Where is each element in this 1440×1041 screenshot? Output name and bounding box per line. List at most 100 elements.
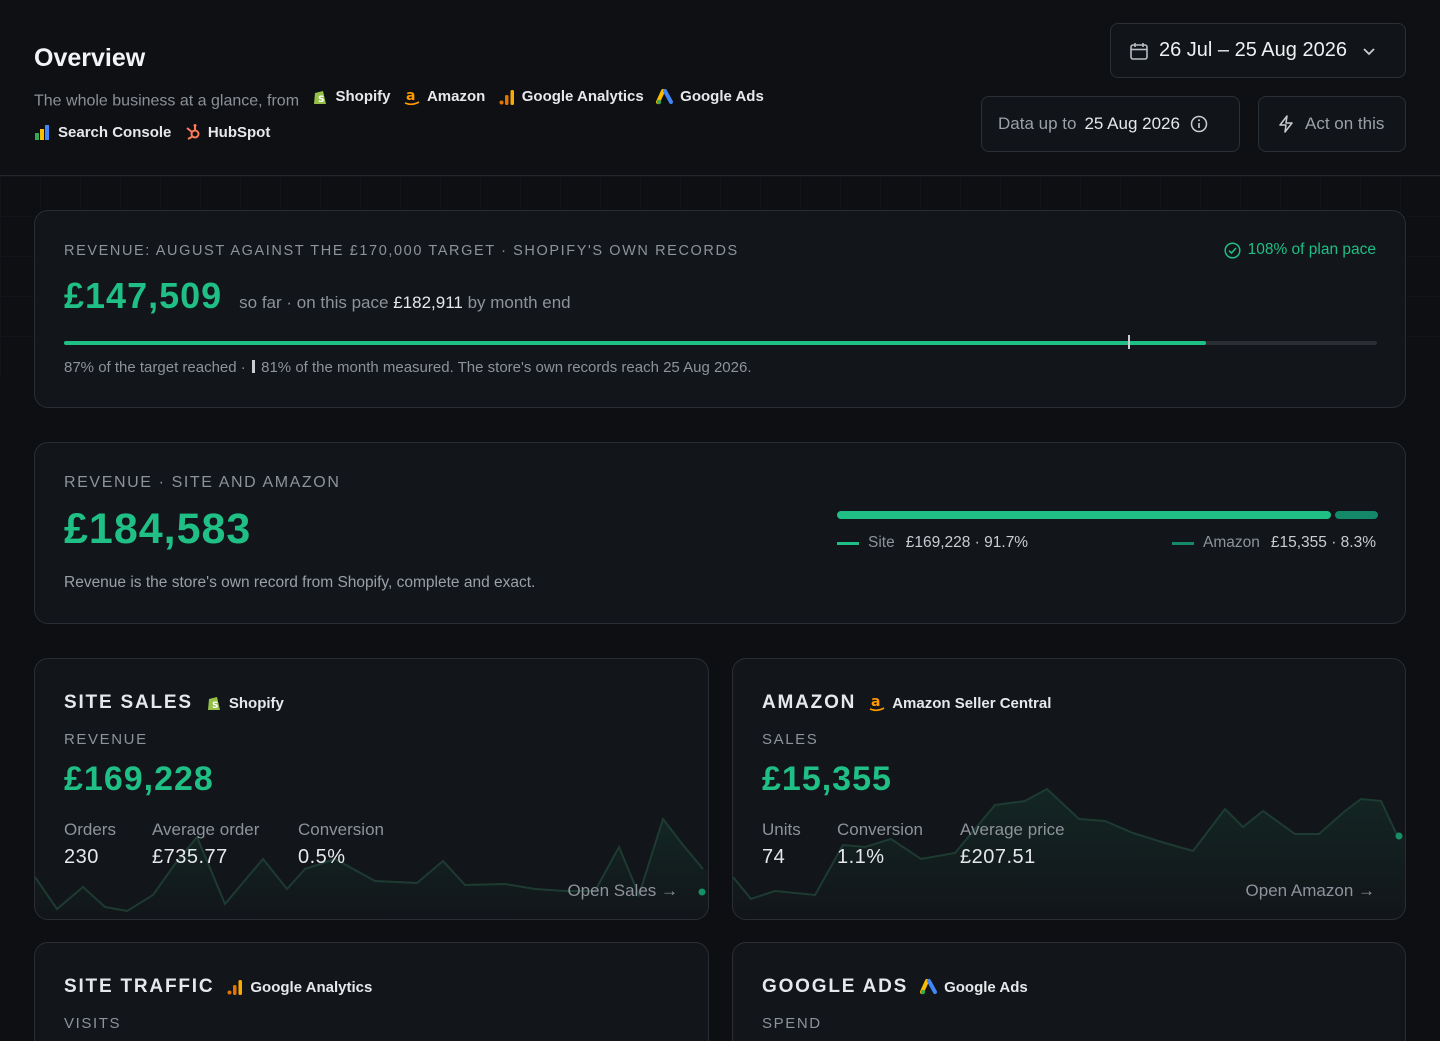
svg-text:a: a (871, 694, 880, 710)
kpi-value: 230 (64, 846, 99, 868)
target-note-b: 81% of the month measured. The store's o… (261, 359, 752, 376)
site-traffic-source: Google Analytics (226, 978, 372, 996)
target-note: 87% of the target reached · 81% of the m… (64, 359, 752, 376)
calendar-icon (1130, 42, 1148, 60)
google-analytics-icon (499, 89, 514, 105)
source-search-console-label: Search Console (58, 123, 172, 141)
amazon-legend-value: £15,355 · 8.3% (1270, 534, 1376, 551)
site-sales-sparkline (35, 816, 708, 919)
site-sales-metric: REVENUE (64, 731, 148, 748)
projection-value: £182,911 (393, 293, 463, 312)
google-ads-title: GOOGLE ADS (762, 976, 909, 997)
site-sales-kpi-average-order: Average order £735.77 (152, 820, 259, 869)
kpi-value: 0.5% (298, 846, 346, 868)
amazon-kpi-average-price: Average price £207.51 (960, 820, 1065, 869)
amazon-source-label: Amazon Seller Central (892, 694, 1052, 712)
kpi-label: Average order (152, 820, 260, 839)
act-on-this-label: Act on this (1305, 114, 1385, 133)
target-eyebrow: REVENUE: AUGUST AGAINST THE £170,000 TAR… (64, 243, 739, 259)
kpi-label: Conversion (298, 820, 384, 839)
page-title: Overview (34, 44, 146, 72)
search-console-icon (35, 125, 49, 140)
site-traffic-metric: VISITS (64, 1015, 122, 1032)
google-ads-header: GOOGLE ADS Google Ads (762, 976, 1028, 998)
site-sales-value: £169,228 (64, 760, 214, 798)
target-value-row: £147,509 so far · on this pace £182,911 … (64, 275, 571, 317)
amazon-legend-swatch (1171, 541, 1194, 545)
split-note: Revenue is the store's own record from S… (64, 574, 536, 591)
svg-text:a: a (406, 88, 415, 104)
chevron-down-icon (1363, 47, 1375, 55)
pace-badge-label: 108% of plan pace (1247, 241, 1376, 258)
page-header: Overview The whole business at a glance,… (0, 0, 1440, 176)
data-up-date: 25 Aug 2026 (1084, 114, 1180, 133)
open-amazon-link[interactable]: Open Amazon → (1245, 881, 1375, 900)
amazon-header: AMAZON a Amazon Seller Central (762, 692, 1051, 714)
source-search-console: Search Console (34, 117, 171, 148)
act-on-this-button[interactable]: Act on this (1258, 96, 1406, 152)
amazon-kpi-units: Units 74 (762, 820, 801, 869)
site-sales-title: SITE SALES (64, 692, 193, 713)
source-google-ads: Google Ads (656, 81, 764, 112)
target-progress-fill (64, 341, 1207, 345)
source-amazon-label: Amazon (426, 88, 486, 105)
site-sales-source-label: Shopify (228, 694, 284, 712)
split-eyebrow: REVENUE · SITE AND AMAZON (64, 474, 341, 491)
hubspot-icon (186, 124, 200, 140)
source-google-analytics-label: Google Analytics (521, 88, 644, 105)
amazon-legend: Amazon £15,355 · 8.3% (1171, 534, 1376, 552)
kpi-value: £735.77 (152, 846, 228, 868)
lightning-icon (1279, 115, 1293, 133)
source-amazon: a Amazon (403, 81, 485, 112)
subtitle-prefix: The whole business at a glance, from (34, 92, 300, 110)
target-note-a: 87% of the target reached · (64, 359, 246, 376)
site-traffic-source-label: Google Analytics (250, 978, 373, 996)
so-far-text: so far · on this pace (239, 293, 389, 312)
open-sales-link[interactable]: Open Sales → (567, 881, 678, 900)
info-icon (1190, 115, 1208, 133)
site-legend-value: £169,228 · 91.7% (905, 534, 1029, 551)
site-sales-kpi-conversion: Conversion 0.5% (298, 820, 384, 869)
source-hubspot: HubSpot (184, 117, 270, 148)
site-sales-source: S Shopify (205, 694, 284, 712)
date-range-picker[interactable]: 26 Jul – 25 Aug 2026 (1110, 23, 1406, 78)
data-up-label: Data up to (998, 114, 1077, 133)
target-progress-bar (64, 335, 1377, 349)
kpi-value: £207.51 (960, 846, 1036, 868)
kpi-label: Units (762, 820, 801, 839)
google-ads-card[interactable]: GOOGLE ADS Google Ads SPEND (732, 942, 1406, 1041)
site-share-segment (837, 511, 1332, 519)
amazon-metric: SALES (762, 731, 819, 748)
site-legend: Site £169,228 · 91.7% (837, 534, 1028, 552)
site-sales-card[interactable]: SITE SALES S Shopify REVENUE £169,228 Or… (34, 658, 709, 920)
kpi-label: Orders (64, 820, 116, 839)
data-freshness-button[interactable]: Data up to 25 Aug 2026 (981, 96, 1240, 152)
site-legend-label: Site (868, 534, 895, 551)
shopify-icon: S (207, 697, 220, 711)
svg-text:S: S (318, 95, 324, 105)
amazon-title: AMAZON (762, 692, 857, 713)
date-range-label: 26 Jul – 25 Aug 2026 (1159, 39, 1347, 61)
google-ads-icon (656, 88, 674, 104)
target-projection-text: so far · on this pace £182,911 by month … (239, 293, 570, 313)
site-legend-swatch (837, 541, 859, 545)
revenue-split-card: REVENUE · SITE AND AMAZON £184,583 Reven… (34, 442, 1406, 624)
amazon-source: a Amazon Seller Central (868, 694, 1051, 712)
google-ads-icon (920, 979, 938, 995)
google-ads-source: Google Ads (920, 978, 1028, 996)
google-analytics-icon (227, 980, 243, 995)
amazon-card[interactable]: AMAZON a Amazon Seller Central SALES £15… (732, 658, 1406, 920)
kpi-label: Average price (960, 820, 1065, 839)
site-sales-kpi-orders: Orders 230 (64, 820, 116, 869)
shopify-icon: S (314, 90, 327, 105)
kpi-label: Conversion (837, 820, 923, 839)
source-shopify: S Shopify (311, 81, 390, 112)
site-traffic-title: SITE TRAFFIC (64, 976, 215, 997)
pace-badge: 108% of plan pace (1224, 241, 1376, 259)
marker-legend-icon (251, 360, 255, 373)
source-hubspot-label: HubSpot (207, 123, 271, 141)
google-ads-metric: SPEND (762, 1015, 822, 1032)
google-ads-source-label: Google Ads (944, 978, 1028, 996)
site-traffic-card[interactable]: SITE TRAFFIC Google Analytics VISITS (34, 942, 709, 1041)
amazon-sparkline (733, 787, 1405, 919)
